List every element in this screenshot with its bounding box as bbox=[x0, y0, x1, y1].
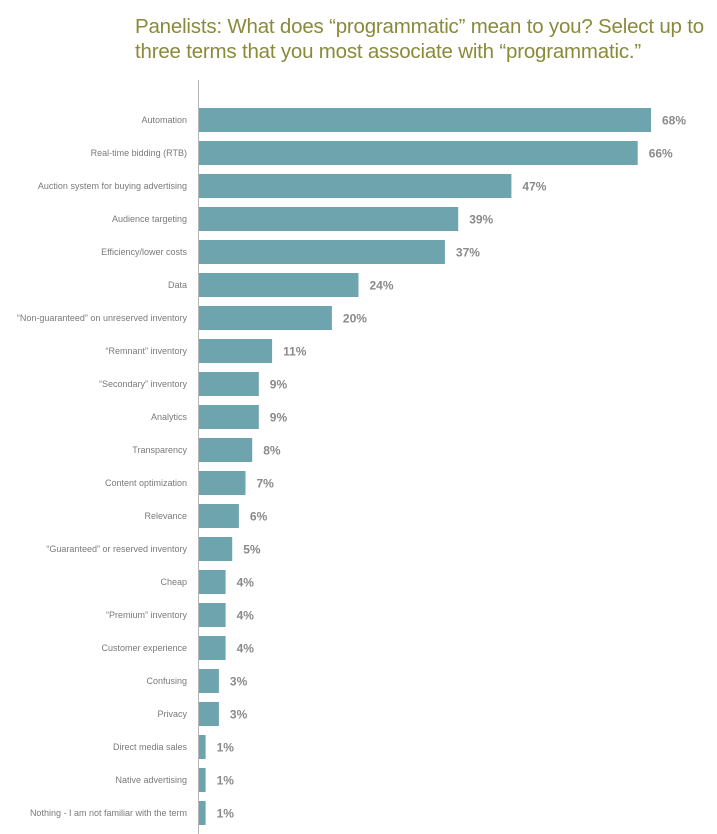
category-label: “Remnant” inventory bbox=[105, 346, 187, 356]
bar bbox=[199, 636, 226, 660]
bar bbox=[199, 669, 219, 693]
category-label: Native advertising bbox=[115, 775, 187, 785]
value-label: 1% bbox=[217, 774, 235, 788]
bar bbox=[199, 306, 332, 330]
value-label: 8% bbox=[263, 444, 281, 458]
bar bbox=[199, 174, 512, 198]
bar bbox=[199, 537, 233, 561]
bar bbox=[199, 702, 219, 726]
bar bbox=[199, 735, 206, 759]
value-label: 68% bbox=[662, 114, 686, 128]
value-label: 11% bbox=[283, 345, 307, 359]
bar bbox=[199, 801, 206, 825]
value-label: 37% bbox=[456, 246, 480, 260]
category-label: Data bbox=[168, 280, 187, 290]
value-label: 1% bbox=[217, 807, 235, 821]
value-label: 47% bbox=[522, 180, 546, 194]
value-label: 24% bbox=[370, 279, 394, 293]
value-label: 66% bbox=[649, 147, 673, 161]
category-label: Content optimization bbox=[105, 478, 187, 488]
value-labels-group: 68% 66% 47% 39% 37% 24% 20% 11% 9% 9% 8% 7% 6% 5% 4% 4%… bbox=[217, 114, 687, 821]
value-label: 20% bbox=[343, 312, 367, 326]
category-label: Direct media sales bbox=[113, 742, 188, 752]
category-label: “Secondary” inventory bbox=[99, 379, 188, 389]
bar bbox=[199, 504, 239, 528]
bar bbox=[199, 768, 206, 792]
bar bbox=[199, 603, 226, 627]
bar bbox=[199, 405, 259, 429]
value-label: 4% bbox=[237, 609, 255, 623]
category-labels-group: Automation Real-time bidding (RTB) Auction… bbox=[17, 115, 188, 818]
category-label: Real-time bidding (RTB) bbox=[91, 148, 187, 158]
category-label: Efficiency/lower costs bbox=[101, 247, 187, 257]
bar bbox=[199, 471, 246, 495]
category-label: “Non-guaranteed” on unreserved inventory bbox=[17, 313, 188, 323]
value-label: 39% bbox=[469, 213, 493, 227]
category-label: Nothing - I am not familiar with the ter… bbox=[30, 808, 187, 818]
value-label: 7% bbox=[257, 477, 275, 491]
value-label: 4% bbox=[237, 642, 255, 656]
category-label: Confusing bbox=[146, 676, 187, 686]
bar bbox=[199, 339, 273, 363]
bar bbox=[199, 372, 259, 396]
category-label: “Premium” inventory bbox=[106, 610, 188, 620]
category-label: Relevance bbox=[144, 511, 187, 521]
value-label: 5% bbox=[243, 543, 261, 557]
bar bbox=[199, 108, 651, 132]
category-label: Audience targeting bbox=[112, 214, 187, 224]
bars-group bbox=[199, 108, 651, 825]
bar bbox=[199, 240, 445, 264]
chart-title: Panelists: What does “programmatic” mean… bbox=[135, 15, 704, 63]
category-label: Transparency bbox=[132, 445, 187, 455]
bar bbox=[199, 141, 638, 165]
bar bbox=[199, 273, 359, 297]
bar bbox=[199, 207, 459, 231]
value-label: 1% bbox=[217, 741, 235, 755]
value-label: 9% bbox=[270, 378, 288, 392]
category-label: “Guaranteed” or reserved inventory bbox=[46, 544, 187, 554]
bar bbox=[199, 570, 226, 594]
category-label: Analytics bbox=[151, 412, 188, 422]
category-label: Auction system for buying advertising bbox=[38, 181, 187, 191]
value-label: 9% bbox=[270, 411, 288, 425]
category-label: Privacy bbox=[157, 709, 187, 719]
value-label: 6% bbox=[250, 510, 268, 524]
value-label: 3% bbox=[230, 708, 248, 722]
category-label: Customer experience bbox=[101, 643, 187, 653]
value-label: 4% bbox=[237, 576, 255, 590]
category-label: Automation bbox=[141, 115, 187, 125]
bar bbox=[199, 438, 253, 462]
category-label: Cheap bbox=[160, 577, 187, 587]
value-label: 3% bbox=[230, 675, 248, 689]
